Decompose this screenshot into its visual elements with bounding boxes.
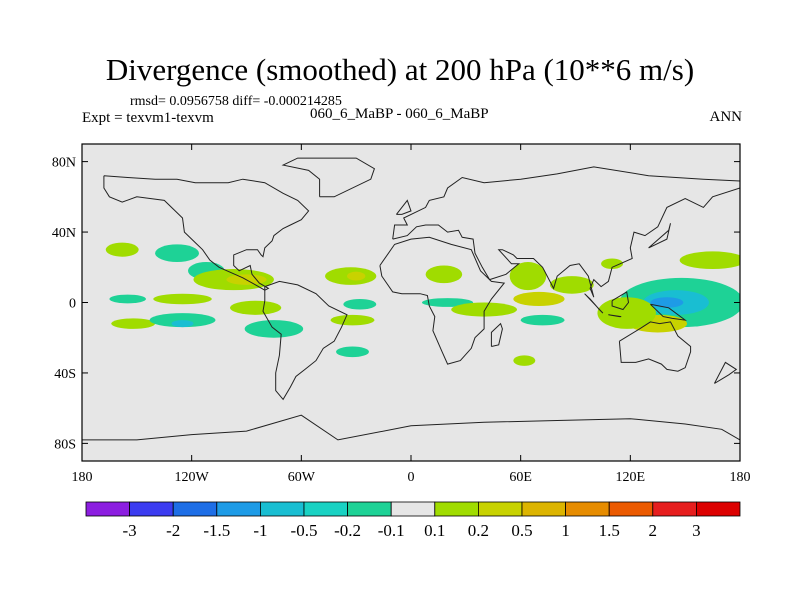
contour-region	[451, 302, 518, 317]
case-names: 060_6_MaBP - 060_6_MaBP	[310, 106, 489, 122]
colorbar-swatch	[652, 501, 697, 517]
x-tick-label: 60E	[509, 470, 532, 485]
contour-region	[513, 355, 536, 366]
colorbar-swatch	[434, 501, 479, 517]
contour-region	[549, 276, 594, 294]
colorbar-level-label: -1.5	[203, 521, 230, 540]
y-tick-label: 0	[69, 297, 76, 312]
colorbar-level-label: -0.1	[378, 521, 405, 540]
x-tick-label: 0	[408, 470, 415, 485]
coastlines	[82, 157, 740, 441]
y-tick-label: 40N	[52, 226, 76, 241]
contour-region	[679, 251, 740, 270]
coastline	[103, 175, 310, 291]
coastline	[82, 414, 740, 441]
contour-region	[171, 320, 194, 328]
colorbar-level-label: 0.2	[468, 521, 489, 540]
chart-title: Divergence (smoothed) at 200 hPa (10**6 …	[105, 52, 695, 87]
colorbar-swatch	[259, 501, 305, 517]
coastline	[608, 314, 622, 318]
contour-region	[520, 314, 565, 326]
contour-region	[343, 298, 377, 310]
contour-region	[155, 244, 199, 262]
coastline	[262, 280, 348, 401]
contour-regions	[105, 242, 740, 366]
x-tick-label: 120W	[175, 470, 210, 485]
colorbar-swatch	[216, 501, 261, 517]
colorbar-swatch	[521, 501, 566, 517]
coastline	[648, 223, 671, 249]
colorbar-swatch	[172, 501, 218, 517]
coastline	[396, 199, 412, 215]
contour-region	[347, 271, 366, 281]
contour-region	[105, 242, 139, 257]
colorbar-level-label: 0.5	[511, 521, 532, 540]
colorbar-swatch	[347, 501, 392, 517]
colorbar-level-label: 2	[649, 521, 658, 540]
colorbar: -3 -2 -1.5 -1 -0.5 -0.2 -0.1 0.1 0.2 0.5 1 1.5 2 3	[85, 501, 741, 540]
colorbar-level-label: -0.2	[334, 521, 361, 540]
x-tick-label: 120E	[616, 470, 646, 485]
y-tick-label: 80S	[54, 437, 76, 452]
colorbar-level-label: -1	[253, 521, 267, 540]
coastline	[584, 293, 604, 314]
contour-region	[336, 346, 369, 358]
x-tick-label: 180	[72, 470, 93, 485]
coastline	[490, 322, 503, 347]
rmsd-diff-stats: rmsd= 0.0956758 diff= -0.000214285	[130, 94, 342, 109]
contour-region	[330, 314, 375, 326]
contour-region	[650, 297, 684, 308]
coastline	[392, 166, 740, 240]
colorbar-swatch	[129, 501, 174, 517]
colorbar-swatch	[390, 501, 436, 517]
contour-region	[601, 258, 624, 270]
coastline	[281, 157, 376, 198]
x-tick-label: 60W	[288, 470, 316, 485]
colorbar-swatch	[565, 501, 610, 517]
colorbar-level-label: 3	[692, 521, 701, 540]
contour-region	[425, 265, 463, 284]
coastline	[392, 187, 740, 298]
colorbar-level-label: 0.1	[424, 521, 445, 540]
colorbar-swatch	[477, 501, 523, 517]
colorbar-swatch	[85, 501, 130, 517]
coastline	[713, 361, 738, 384]
contour-region	[111, 318, 156, 329]
coastline	[650, 303, 688, 321]
colorbar-swatch	[303, 501, 348, 517]
colorbar-level-label: -3	[123, 521, 137, 540]
colorbar-level-label: 1.5	[599, 521, 620, 540]
colorbar-level-label: -0.5	[291, 521, 318, 540]
y-tick-label: 40S	[54, 367, 76, 382]
colorbar-level-label: 1	[561, 521, 570, 540]
season-label: ANN	[709, 109, 743, 125]
y-tick-label: 80N	[52, 156, 76, 171]
contour-region	[513, 291, 565, 307]
experiment-label: Expt = texvm1-texvm	[82, 110, 214, 126]
x-tick-label: 180	[730, 470, 751, 485]
contour-region	[153, 293, 212, 305]
coastline	[379, 236, 506, 365]
coastline	[618, 321, 692, 372]
contour-region	[109, 294, 146, 304]
contour-region	[230, 300, 282, 315]
colorbar-level-label: -2	[166, 521, 180, 540]
colorbar-swatch	[608, 501, 654, 517]
coastline	[611, 291, 630, 311]
axes: 180 120W 60W 0 60E 120E 180 80N 40N 0 40S 80S	[52, 144, 751, 485]
contour-region	[509, 261, 547, 291]
colorbar-swatch	[696, 501, 741, 517]
